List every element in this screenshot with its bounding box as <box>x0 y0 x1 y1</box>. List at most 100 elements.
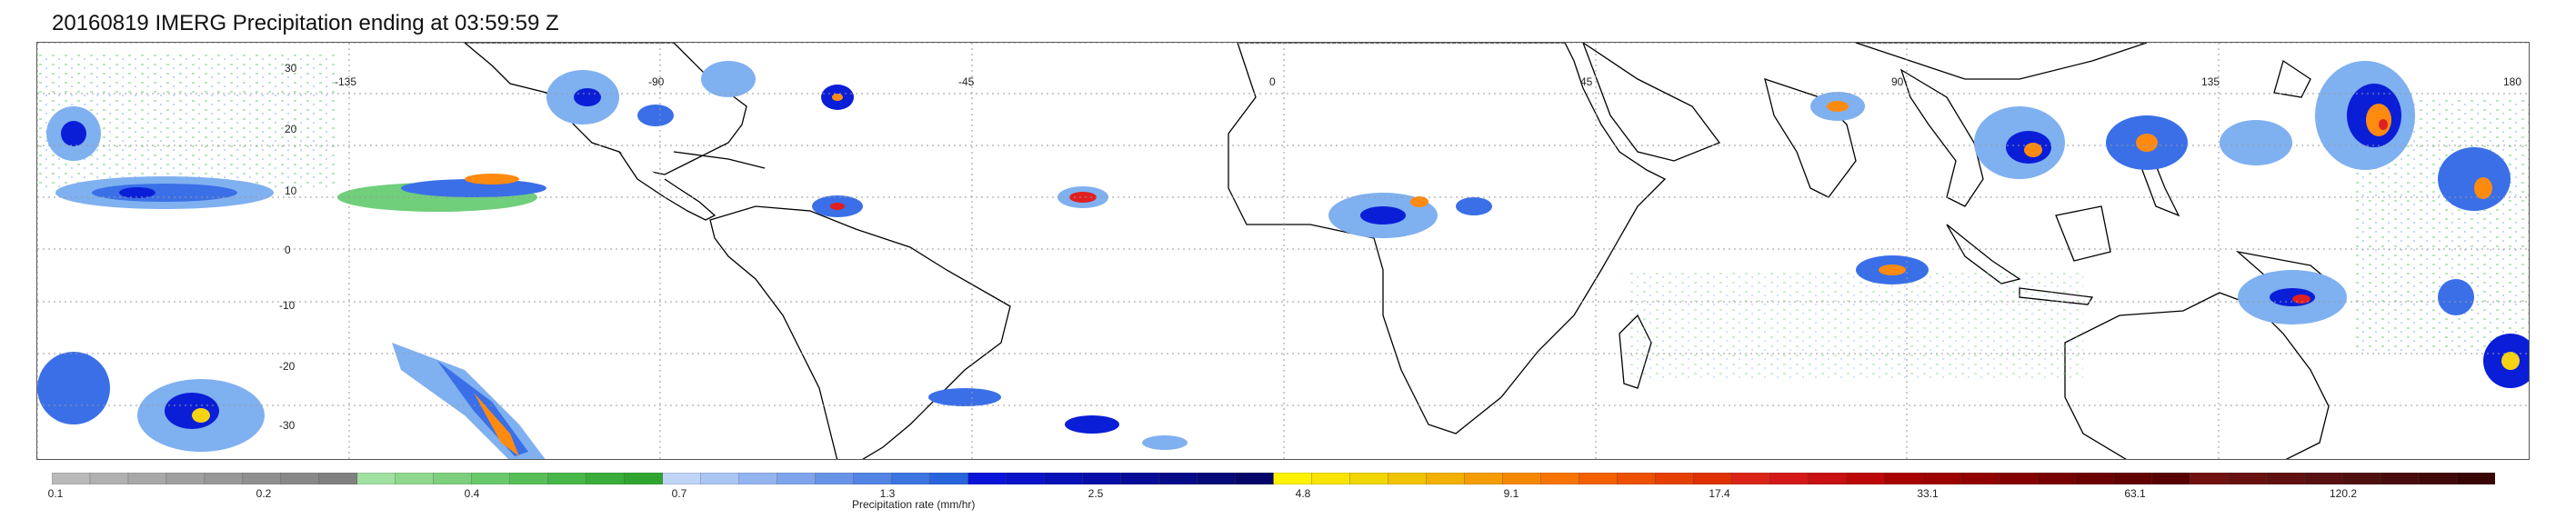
colorbar-segment <box>1158 473 1198 484</box>
colorbar-segment <box>624 473 664 484</box>
colorbar-tick-label: 2.5 <box>1088 487 1104 500</box>
colorbar-segment <box>2113 473 2152 484</box>
colorbar-segment <box>1235 473 1275 484</box>
colorbar-segment <box>967 473 1007 484</box>
colorbar-segment <box>1884 473 1923 484</box>
arabia-coast <box>1582 43 1721 162</box>
colorbar-segment <box>777 473 817 484</box>
colorbar-segment <box>2189 473 2229 484</box>
colorbar-segment <box>1120 473 1160 484</box>
colorbar-tick-label: 1.3 <box>879 487 896 500</box>
colorbar-tick-label: 9.1 <box>1503 487 1519 500</box>
colorbar-segment <box>1311 473 1351 484</box>
coastlines <box>463 43 2340 459</box>
japan-coast <box>2273 59 2311 98</box>
lon-label: -135 <box>335 75 356 88</box>
colorbar-segment <box>280 473 320 484</box>
colorbar-segment <box>1655 473 1694 484</box>
colorbar-segment <box>929 473 969 484</box>
colorbar-segment <box>586 473 626 484</box>
colorbar-segment <box>471 473 511 484</box>
colorbar-segment <box>1617 473 1656 484</box>
lat-label: -10 <box>279 299 296 312</box>
lon-labels: -135 -90 -45 0 45 90 135 180 <box>335 75 2521 88</box>
se-asia-coast <box>1899 68 1984 207</box>
colorbar-label: Precipitation rate (mm/hr) <box>852 498 976 511</box>
colorbar-segment <box>547 473 587 484</box>
colorbar-segment <box>242 473 282 484</box>
colorbar-tick-label: 0.2 <box>256 487 272 500</box>
colorbar-segment <box>165 473 205 484</box>
map-title: 20160819 IMERG Precipitation ending at 0… <box>52 11 559 35</box>
colorbar-segment <box>2037 473 2076 484</box>
colorbar-segment <box>433 473 473 484</box>
colorbar-segment <box>2456 473 2495 484</box>
lon-label: -90 <box>648 75 665 88</box>
lat-labels: 30 20 10 0 -10 -20 -30 <box>279 62 297 432</box>
colorbar-segment <box>204 473 244 484</box>
colorbar-tick-label: 63.1 <box>2124 487 2146 500</box>
colorbar-segment <box>1349 473 1389 484</box>
colorbar-segment <box>89 473 129 484</box>
colorbar-segment <box>2075 473 2114 484</box>
asia-coast <box>1855 43 2148 80</box>
colorbar-segment <box>395 473 435 484</box>
rain-africa <box>1057 186 1492 238</box>
colorbar-segment <box>2303 473 2343 484</box>
colorbar-segment <box>1502 473 1542 484</box>
colorbar-segment <box>1426 473 1466 484</box>
colorbar-segment <box>1388 473 1428 484</box>
caribbean-islands <box>673 151 766 169</box>
precipitation-layer <box>37 52 2529 459</box>
colorbar-segment <box>1808 473 1847 484</box>
colorbar-segment <box>1197 473 1237 484</box>
colorbar-tick-label: 4.8 <box>1295 487 1311 500</box>
colorbar-tick-label: 120.2 <box>2329 487 2358 500</box>
colorbar-tick-label: 0.1 <box>47 487 64 500</box>
colorbar-tick-label: 17.4 <box>1709 487 1730 500</box>
lon-label: -45 <box>958 75 975 88</box>
lon-label: 0 <box>1269 75 1276 88</box>
colorbar-segment <box>52 473 91 484</box>
colorbar-segment <box>891 473 931 484</box>
colorbar-segment <box>700 473 740 484</box>
borneo-coast <box>2055 205 2111 262</box>
colorbar-segment <box>356 473 396 484</box>
colorbar-segment <box>1464 473 1504 484</box>
colorbar-segment <box>662 473 702 484</box>
colorbar-segment <box>1044 473 1084 484</box>
lat-label: 30 <box>285 62 297 75</box>
colorbar-segment <box>2265 473 2305 484</box>
colorbar-segment <box>853 473 893 484</box>
map-canvas: 30 20 10 0 -10 -20 -30 -135 -90 -45 0 45… <box>37 43 2529 459</box>
lat-label: 0 <box>285 244 291 256</box>
colorbar-segment <box>2341 473 2381 484</box>
lon-label: 135 <box>2201 75 2220 88</box>
rain-americas <box>546 61 1188 450</box>
lon-label: 180 <box>2503 75 2521 88</box>
lat-label: -30 <box>279 419 296 432</box>
colorbar-segment <box>1922 473 1961 484</box>
rain-band-south-pacific <box>37 343 546 459</box>
colorbar-segment <box>1846 473 1885 484</box>
colorbar-segment <box>815 473 855 484</box>
colorbar-tick-label: 0.7 <box>671 487 687 500</box>
colorbar <box>52 473 2495 484</box>
central-america-coast <box>618 151 717 221</box>
colorbar-segment <box>2418 473 2458 484</box>
colorbar-tick-label: 0.4 <box>464 487 480 500</box>
lon-label: 45 <box>1580 75 1593 88</box>
lat-lon-grid <box>37 43 2529 459</box>
south-america-coast <box>709 205 1011 459</box>
colorbar-segment <box>1769 473 1809 484</box>
precipitation-map: 30 20 10 0 -10 -20 -30 -135 -90 -45 0 45… <box>36 42 2530 460</box>
colorbar-tick-label: 33.1 <box>1917 487 1939 500</box>
colorbar-segment <box>1999 473 2038 484</box>
rain-asia <box>1810 61 2529 388</box>
colorbar-segment <box>1579 473 1619 484</box>
colorbar-segment <box>2227 473 2267 484</box>
colorbar-segment <box>1082 473 1122 484</box>
africa-coast <box>1228 43 1667 434</box>
lon-label: 90 <box>1891 75 1904 88</box>
colorbar-segment <box>1006 473 1046 484</box>
